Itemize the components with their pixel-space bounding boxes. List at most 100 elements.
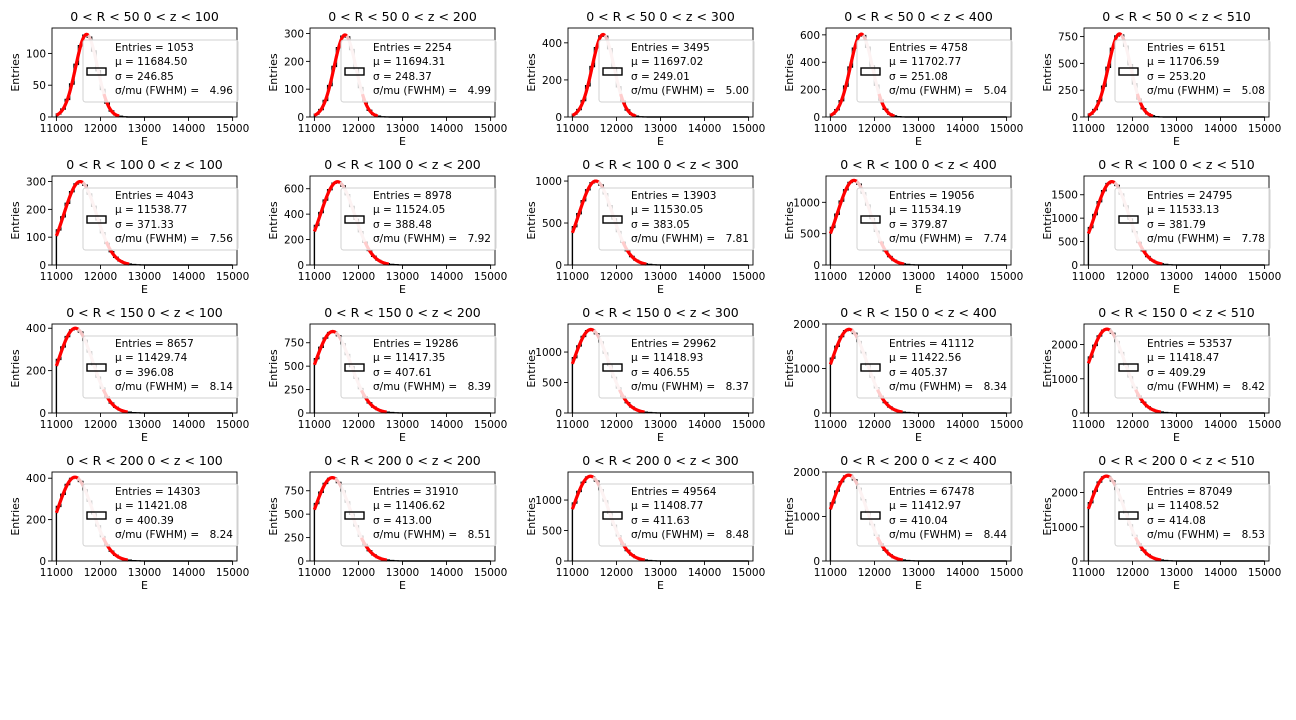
- legend-mu: μ = 11706.59: [1147, 56, 1219, 68]
- subplot-title: 0 < R < 100 0 < z < 300: [582, 157, 739, 172]
- legend-sigma: σ = 381.79: [1147, 219, 1206, 231]
- subplot-r4-c4: 0 < R < 200 0 < z < 400 11000 12000 13000 14…: [783, 453, 1023, 592]
- legend-sigma: σ = 253.20: [1147, 71, 1206, 83]
- y-tick-label: 200: [800, 85, 820, 97]
- x-tick-label: 15000: [990, 567, 1023, 579]
- legend-mu: μ = 11538.77: [115, 204, 187, 216]
- legend-sigma: σ = 251.08: [889, 71, 948, 83]
- subplot-title: 0 < R < 150 0 < z < 300: [582, 305, 739, 320]
- x-tick-label: 12000: [342, 567, 375, 579]
- legend-resolution-label: σ/mu (FWHM) =: [889, 529, 973, 541]
- legend-entries: Entries = 19056: [889, 190, 975, 202]
- x-tick-label: 12000: [84, 123, 117, 135]
- legend-resolution-value: 8.14: [210, 381, 234, 393]
- legend-resolution-value: 7.81: [726, 233, 749, 245]
- fit-curve-left: [312, 476, 336, 511]
- x-axis-label: E: [1173, 579, 1180, 592]
- legend-resolution-label: σ/mu (FWHM) =: [631, 381, 715, 393]
- x-tick-label: 14000: [688, 123, 721, 135]
- x-axis-label: E: [915, 579, 922, 592]
- legend-sigma: σ = 414.08: [1147, 515, 1206, 527]
- subplot-title: 0 < R < 150 0 < z < 100: [66, 305, 223, 320]
- legend-mu: μ = 11702.77: [889, 56, 961, 68]
- fit-curve-left: [1087, 32, 1123, 117]
- x-tick-label: 12000: [1116, 419, 1149, 431]
- x-axis-label: E: [915, 283, 922, 296]
- y-tick-label: 1000: [535, 347, 562, 359]
- y-tick-label: 0: [555, 260, 562, 272]
- x-tick-label: 13000: [902, 419, 935, 431]
- x-axis-label: E: [915, 431, 922, 444]
- x-axis-label: E: [657, 431, 664, 444]
- legend-entries: Entries = 67478: [889, 486, 974, 498]
- y-axis-label: Entries: [525, 349, 538, 388]
- subplot-title: 0 < R < 100 0 < z < 510: [1098, 157, 1255, 172]
- x-axis-label: E: [141, 431, 148, 444]
- y-tick-label: 750: [284, 338, 304, 350]
- x-tick-label: 15000: [216, 271, 249, 283]
- legend-handle: [602, 67, 623, 76]
- y-tick-label: 750: [1058, 32, 1078, 44]
- legend-mu: μ = 11421.08: [115, 500, 187, 512]
- y-tick-label: 400: [542, 38, 562, 50]
- fit-curve-left: [828, 473, 853, 510]
- x-axis-label: E: [1173, 135, 1180, 148]
- legend-resolution-label: σ/mu (FWHM) =: [115, 233, 199, 245]
- legend-resolution-value: 4.99: [468, 85, 491, 97]
- x-tick-label: 13000: [1160, 123, 1193, 135]
- y-tick-label: 500: [1058, 237, 1078, 249]
- legend-resolution-label: σ/mu (FWHM) =: [631, 85, 715, 97]
- x-tick-label: 13000: [128, 567, 161, 579]
- legend-sigma: σ = 248.37: [373, 71, 432, 83]
- y-tick-label: 1000: [1051, 213, 1078, 225]
- legend-entries: Entries = 49564: [631, 486, 717, 498]
- y-tick-label: 0: [813, 112, 820, 124]
- legend-resolution-label: σ/mu (FWHM) =: [1147, 381, 1231, 393]
- legend-resolution-label: σ/mu (FWHM) =: [373, 233, 457, 245]
- y-tick-label: 200: [284, 235, 304, 247]
- y-axis-label: Entries: [1041, 53, 1054, 92]
- x-axis-label: E: [399, 283, 406, 296]
- subplot-title: 0 < R < 150 0 < z < 200: [324, 305, 481, 320]
- legend-resolution-label: σ/mu (FWHM) =: [889, 233, 973, 245]
- x-tick-label: 12000: [858, 271, 891, 283]
- x-tick-label: 15000: [732, 419, 765, 431]
- y-tick-label: 200: [542, 75, 562, 87]
- y-tick-label: 0: [1071, 260, 1078, 272]
- legend-mu: μ = 11533.13: [1147, 204, 1219, 216]
- x-tick-label: 14000: [172, 419, 205, 431]
- x-tick-label: 11000: [40, 567, 73, 579]
- y-tick-label: 0: [1071, 408, 1078, 420]
- y-tick-label: 1000: [1051, 374, 1078, 386]
- subplot-r2-c4: 0 < R < 100 0 < z < 400 11000 12000 13000 14…: [783, 157, 1023, 296]
- legend-entries: Entries = 6151: [1147, 42, 1226, 54]
- x-tick-label: 11000: [1072, 567, 1105, 579]
- y-tick-label: 2000: [793, 467, 820, 479]
- x-tick-label: 12000: [858, 123, 891, 135]
- legend-sigma: σ = 411.63: [631, 515, 690, 527]
- fit-curve-left: [570, 327, 595, 365]
- legend-handle: [602, 215, 623, 224]
- y-tick-label: 500: [800, 229, 820, 241]
- y-tick-label: 0: [297, 260, 304, 272]
- legend-mu: μ = 11418.93: [631, 352, 703, 364]
- legend-handle: [344, 511, 365, 520]
- x-tick-label: 14000: [688, 271, 721, 283]
- legend-handle: [602, 511, 623, 520]
- subplot-title: 0 < R < 150 0 < z < 510: [1098, 305, 1255, 320]
- fit-curve-left: [312, 180, 341, 233]
- legend-mu: μ = 11408.77: [631, 500, 703, 512]
- legend-box: [1114, 39, 1271, 103]
- x-tick-label: 12000: [84, 419, 117, 431]
- legend-sigma: σ = 388.48: [373, 219, 432, 231]
- y-tick-label: 100: [26, 48, 46, 60]
- y-tick-label: 0: [39, 556, 46, 568]
- y-tick-label: 50: [33, 80, 46, 92]
- subplot-r4-c2: 0 < R < 200 0 < z < 200 11000 12000 13000 14…: [267, 453, 507, 592]
- y-tick-label: 100: [26, 232, 46, 244]
- x-tick-label: 15000: [1248, 419, 1281, 431]
- x-tick-label: 14000: [1204, 123, 1237, 135]
- legend-resolution-value: 7.56: [210, 233, 234, 245]
- legend-handle: [86, 215, 107, 224]
- x-tick-label: 13000: [128, 123, 161, 135]
